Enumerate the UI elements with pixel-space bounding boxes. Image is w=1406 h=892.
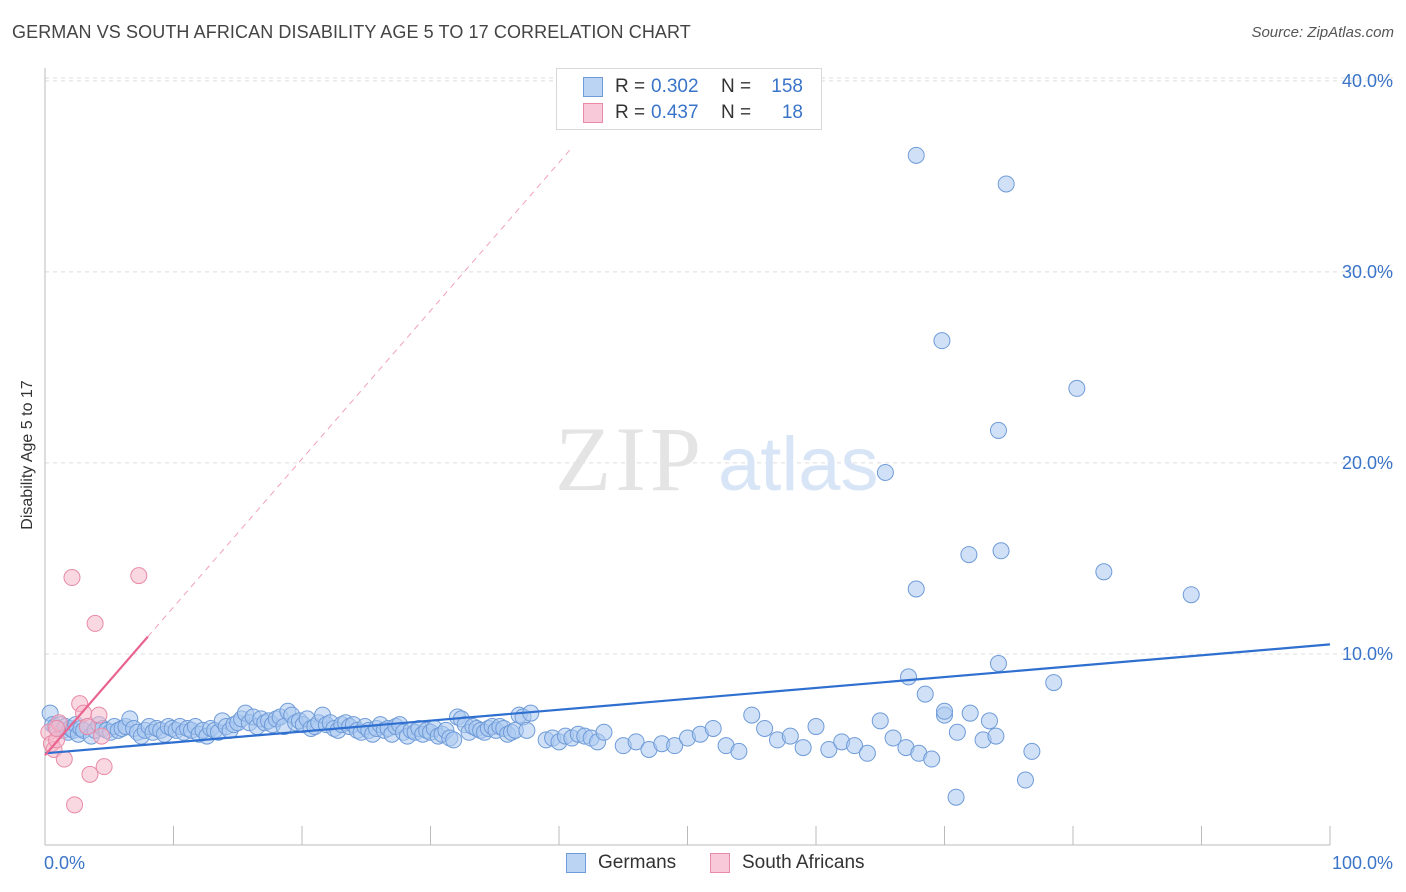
n-label: N =: [721, 102, 752, 123]
chart-title: GERMAN VS SOUTH AFRICAN DISABILITY AGE 5…: [12, 22, 691, 42]
german-point: [1095, 563, 1113, 581]
german-point: [907, 146, 925, 164]
german-point: [980, 712, 998, 730]
german-point: [820, 740, 838, 758]
legend-label: Germans: [598, 852, 677, 873]
n-value: 18: [781, 102, 803, 123]
grid-lines: [45, 77, 1395, 655]
german-point: [1068, 379, 1086, 397]
n-value: 158: [771, 76, 803, 97]
german-point: [989, 655, 1007, 673]
south-african-point: [55, 750, 73, 768]
r-value: 0.302: [651, 76, 699, 97]
german-point: [781, 727, 799, 745]
german-point: [1023, 742, 1041, 760]
german-point: [923, 750, 941, 768]
watermark-atlas: atlas: [718, 422, 879, 507]
german-point: [794, 739, 812, 757]
south-africans-trend-line: [44, 636, 149, 756]
watermark-zip: ZIP: [555, 408, 705, 510]
germans-trend-line: [44, 643, 1331, 755]
german-point: [1016, 771, 1034, 789]
legend-label: South Africans: [742, 852, 865, 873]
german-point: [947, 788, 965, 806]
german-point: [1045, 674, 1063, 692]
german-point: [907, 580, 925, 598]
n-label: N =: [721, 76, 752, 97]
german-point: [846, 737, 864, 755]
south-africans-trend-extension: [147, 147, 573, 638]
german-point: [756, 719, 774, 737]
south-africans-points: [40, 567, 148, 814]
german-point: [595, 723, 613, 741]
axes: [44, 68, 1331, 846]
south-african-point: [63, 569, 81, 587]
german-point: [960, 546, 978, 564]
german-point: [730, 742, 748, 760]
y-tick-label: 10.0%: [1342, 644, 1393, 664]
south-african-point: [66, 796, 84, 814]
source-note: Source: ZipAtlas.com: [1251, 24, 1394, 41]
south-african-point: [95, 758, 113, 776]
german-point: [884, 729, 902, 747]
german-point: [989, 421, 1007, 439]
german-point: [871, 712, 889, 730]
german-point: [900, 668, 918, 686]
watermark: ZIP atlas: [555, 408, 879, 510]
south-african-point: [78, 718, 96, 736]
x-tick-label: 100.0%: [1332, 853, 1393, 873]
german-point: [997, 175, 1015, 193]
y-tick-label: 40.0%: [1342, 71, 1393, 91]
german-point: [992, 542, 1010, 560]
r-value: 0.437: [651, 102, 699, 123]
x-tick-label: 0.0%: [44, 853, 85, 873]
german-point: [743, 706, 761, 724]
german-point: [518, 721, 536, 739]
german-point: [445, 731, 463, 749]
y-tick-label: 20.0%: [1342, 453, 1393, 473]
german-point: [933, 332, 951, 350]
legend-row-germans: R = 0.302 N = 158: [583, 75, 803, 99]
r-label: R =: [615, 76, 646, 97]
german-point: [961, 704, 979, 722]
legend-swatch-pink: [710, 853, 730, 873]
legend-swatch-blue: [583, 77, 603, 97]
trend-lines: [44, 147, 1331, 756]
german-point: [916, 685, 934, 703]
legend-item-germans[interactable]: Germans: [566, 852, 676, 874]
legend-item-south-africans[interactable]: South Africans: [710, 852, 865, 874]
german-point: [987, 727, 1005, 745]
south-african-point: [93, 727, 111, 745]
south-african-point: [130, 567, 148, 585]
german-point: [876, 463, 894, 481]
german-point: [948, 723, 966, 741]
r-label: R =: [615, 102, 646, 123]
german-point: [666, 737, 684, 755]
legend-swatch-pink: [583, 103, 603, 123]
correlation-legend: R = 0.302 N = 158 R = 0.437 N = 18: [556, 68, 822, 130]
german-point: [807, 718, 825, 736]
series-legend: Germans South Africans: [0, 852, 1406, 878]
german-point: [704, 719, 722, 737]
german-point: [1182, 586, 1200, 604]
german-point: [936, 702, 953, 720]
south-african-point: [48, 719, 66, 737]
legend-row-south-africans: R = 0.437 N = 18: [583, 101, 803, 125]
tick-labels: 10.0% 20.0% 30.0% 40.0% 0.0% 100.0%: [44, 71, 1393, 873]
german-point: [627, 733, 645, 751]
south-african-point: [81, 765, 99, 783]
german-point: [858, 744, 876, 762]
y-tick-label: 30.0%: [1342, 262, 1393, 282]
south-african-point: [86, 614, 104, 632]
legend-swatch-blue: [566, 853, 586, 873]
south-african-point: [90, 706, 108, 724]
